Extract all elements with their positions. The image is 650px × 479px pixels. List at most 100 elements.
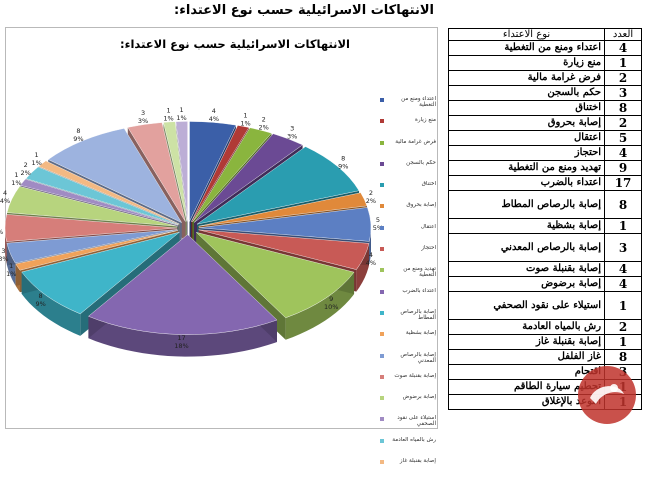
legend-swatch [380, 417, 384, 421]
legend-swatch [380, 119, 384, 123]
row-type: رش بالمياه العادمة [449, 320, 605, 335]
violations-table: نوع الاعتداء العدد اعتداء ومنع من التغطي… [448, 28, 642, 410]
slice-value-label: 17 [177, 334, 185, 342]
legend-label: اختناق [386, 181, 436, 187]
row-count: 4 [605, 41, 642, 56]
row-type: فرض غرامة مالية [449, 71, 605, 86]
legend-swatch [380, 204, 384, 208]
pie-slices [5, 121, 371, 356]
legend-label: إصابة بالرصاص المعدني [386, 352, 436, 364]
row-count: 4 [605, 262, 642, 277]
legend-swatch [380, 439, 384, 443]
slice-value-label: 9 [329, 295, 333, 303]
slice-percent-label: 4% [209, 115, 219, 123]
slice-value-label: 3 [290, 125, 294, 133]
header-type: نوع الاعتداء [449, 29, 605, 41]
legend-swatch [380, 183, 384, 187]
slice-percent-label: 4% [0, 228, 3, 236]
slice-value-label: 2 [24, 161, 28, 169]
row-type: استيلاء على نقود الصحفي [449, 292, 605, 320]
slice-value-label: 1 [9, 262, 13, 270]
row-type: اعتداء ومنع من التغطية [449, 41, 605, 56]
table-header-row: نوع الاعتداء العدد [449, 29, 642, 41]
slice-value-label: 3 [141, 109, 145, 117]
legend-label: إصابة بقنبلة غاز [386, 458, 436, 464]
legend-label: استيلاء على نقود الصحفي [386, 415, 436, 427]
row-count: 17 [605, 176, 642, 191]
row-count: 2 [605, 320, 642, 335]
legend-item: استيلاء على نقود الصحفي [380, 415, 436, 436]
legend-item: حكم بالسجن [380, 160, 436, 181]
legend-item: رش بالمياه العادمة [380, 437, 436, 458]
row-type: اعتقال [449, 131, 605, 146]
slice-value-label: 1 [243, 111, 247, 119]
slice-percent-label: 3% [0, 255, 9, 263]
slice-value-label: 4 [212, 107, 216, 115]
slice-percent-label: 4% [0, 197, 10, 205]
slice-value-label: 4 [369, 251, 373, 259]
row-type: إصابة بالرصاص المعدني [449, 234, 605, 262]
slice-percent-label: 9% [73, 135, 83, 143]
legend-item: إصابة بالرصاص المعدني [380, 352, 436, 373]
row-type: تهديد ومنع من التغطية [449, 161, 605, 176]
row-count: 8 [605, 101, 642, 116]
legend-item: إصابة برضوض [380, 394, 436, 415]
row-type: اختناق [449, 101, 605, 116]
legend-swatch [380, 290, 384, 294]
legend-swatch [380, 268, 384, 272]
row-type: إصابة بالرصاص المطاط [449, 191, 605, 219]
legend-item: فرض غرامة مالية [380, 139, 436, 160]
row-type: إصابة بقنبلة صوت [449, 262, 605, 277]
legend-item: اختناق [380, 181, 436, 202]
slice-percent-label: 18% [174, 342, 188, 350]
legend-swatch [380, 162, 384, 166]
legend-item: منع زيارة [380, 117, 436, 138]
row-type: إصابة برضوض [449, 277, 605, 292]
legend-label: حكم بالسجن [386, 160, 436, 166]
legend-item: اعتقال [380, 224, 436, 245]
legend-item: إصابة بقنبلة صوت [380, 373, 436, 394]
legend-label: إصابة بشظية [386, 330, 436, 336]
legend-label: منع زيارة [386, 117, 436, 123]
legend-swatch [380, 311, 384, 315]
row-count: 3 [605, 234, 642, 262]
slice-percent-label: 9% [338, 162, 348, 170]
slice-value-label: 1 [35, 151, 39, 159]
slice-percent-label: 3% [138, 117, 148, 125]
slice-percent-label: 2% [21, 169, 31, 177]
row-count: 1 [605, 335, 642, 350]
legend-label: إصابة بقنبلة صوت [386, 373, 436, 379]
legend-label: تهديد ومنع من التغطية [386, 266, 436, 278]
row-type: اعتداء بالضرب [449, 176, 605, 191]
slice-percent-label: 1% [31, 159, 41, 167]
legend-item: إصابة بشظية [380, 330, 436, 351]
legend-swatch [380, 460, 384, 464]
slice-value-label: 4 [3, 189, 7, 197]
row-count: 8 [605, 191, 642, 219]
row-type: إصابة بشظية [449, 219, 605, 234]
legend-label: اعتقال [386, 224, 436, 230]
legend-label: رش بالمياه العادمة [386, 437, 436, 443]
legend-swatch [380, 396, 384, 400]
legend-swatch [380, 354, 384, 358]
legend-label: إصابة بحروق [386, 202, 436, 208]
slice-percent-label: 1% [176, 114, 186, 122]
slice-percent-label: 2% [259, 123, 269, 131]
slice-value-label: 3 [1, 247, 5, 255]
legend-item: إصابة بقنبلة غاز [380, 458, 436, 479]
slice-percent-label: 9% [35, 300, 45, 308]
slice-value-label: 1 [14, 171, 18, 179]
legend-item: اعتداء ومنع من التغطية [380, 96, 436, 117]
row-type: احتجاز [449, 146, 605, 161]
